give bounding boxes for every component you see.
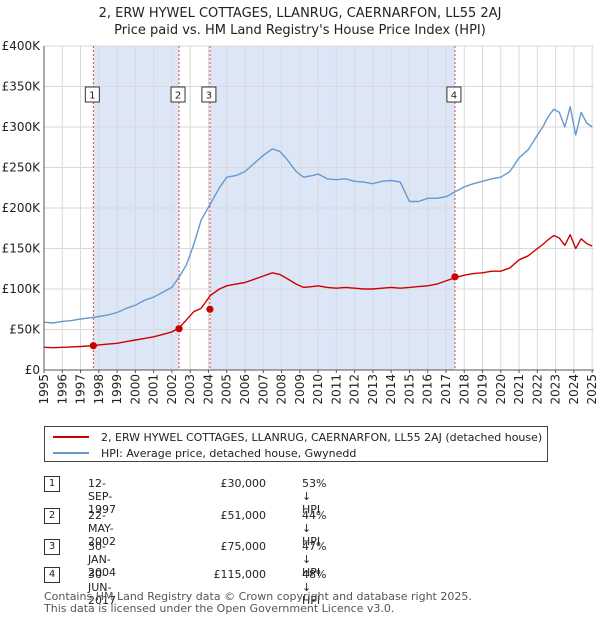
event-marker-box [201, 86, 217, 103]
x-tick-label: 2019 [476, 374, 490, 405]
x-tick-label: 2025 [585, 374, 599, 405]
legend: 2, ERW HYWEL COTTAGES, LLANRUG, CAERNARF… [44, 426, 548, 462]
x-tick-label: 2024 [567, 374, 581, 405]
event-marker-label: 4 [451, 91, 457, 102]
x-tick-label: 2013 [366, 374, 380, 405]
chart-title: 2, ERW HYWEL COTTAGES, LLANRUG, CAERNARF… [98, 6, 502, 21]
x-tick-label: 2012 [348, 374, 362, 405]
x-tick-label: 2020 [494, 374, 508, 405]
x-tick-label: 1998 [92, 374, 106, 405]
x-tick-label: 2018 [457, 374, 471, 405]
x-tick-label: 2015 [402, 374, 416, 405]
x-tick-label: 2021 [512, 374, 526, 405]
x-tick-label: 2009 [293, 374, 307, 405]
y-tick-label: £100K [2, 282, 42, 296]
x-tick-label: 2011 [329, 374, 343, 405]
x-tick-label: 2001 [147, 374, 161, 405]
y-tick-label: £400K [2, 39, 42, 53]
footer-licence: This data is licensed under the Open Gov… [44, 602, 395, 615]
x-tick-label: 2005 [220, 374, 234, 405]
legend-label-hpi: HPI: Average price, detached house, Gwyn… [101, 446, 357, 460]
event-date: 12-SEP-1997 [88, 477, 116, 516]
event-marker-label: 2 [175, 91, 181, 102]
event-hpi-diff: 47% ↓ HPI [302, 540, 327, 579]
x-tick-label: 1997 [74, 374, 88, 405]
x-tick-label: 2006 [238, 374, 252, 405]
x-tick-label: 2022 [530, 374, 544, 405]
y-tick-label: £150K [2, 242, 42, 256]
x-tick-label: 1996 [55, 374, 69, 405]
x-tick-label: 2010 [311, 374, 325, 405]
x-tick-label: 2000 [128, 374, 142, 405]
event-price: £51,000 [220, 509, 267, 522]
price-line [43, 234, 593, 349]
event-marker-box [446, 86, 462, 103]
legend-item-hpi: HPI: Average price, detached house, Gwyn… [53, 445, 356, 461]
event-price: £75,000 [220, 540, 267, 553]
y-tick-label: £0 [25, 363, 40, 377]
y-tick-label: £300K [2, 120, 42, 134]
x-tick-label: 2008 [275, 374, 289, 405]
x-tick-label: 2004 [201, 374, 215, 405]
x-tick-label: 2014 [384, 374, 398, 405]
x-tick-label: 2017 [439, 374, 453, 405]
event-date: 30-JUN-2017 [88, 568, 116, 607]
event-marker-label: 3 [206, 91, 212, 102]
x-tick-label: 2003 [183, 374, 197, 405]
price-chart: 1 2 3 4 £0 £50K £100K £150K £200K £250K £300K £350… [2, 39, 600, 405]
sale-point [89, 342, 97, 350]
y-tick-label: £350K [2, 80, 42, 94]
event-marker-label: 1 [89, 91, 95, 102]
legend-label-price: 2, ERW HYWEL COTTAGES, LLANRUG, CAERNARF… [101, 430, 543, 444]
event-hpi-diff: 48% ↓ HPI [302, 568, 327, 607]
event-date: 30-JAN-2004 [88, 540, 116, 579]
legend-item-price: 2, ERW HYWEL COTTAGES, LLANRUG, CAERNARF… [53, 429, 542, 445]
event-hpi-diff: 53% ↓ HPI [302, 477, 327, 516]
x-tick-label: 2016 [421, 374, 435, 405]
event-price: £115,000 [213, 568, 267, 581]
sale-point [451, 273, 459, 281]
footer-copyright: Contains HM Land Registry data © Crown c… [44, 590, 472, 603]
axes: £0 £50K £100K £150K £200K £250K £300K £350K £400… [2, 39, 600, 405]
y-tick-label: £250K [2, 161, 42, 175]
event-number: 3 [44, 539, 60, 555]
event-labels: 1 2 3 4 [84, 86, 462, 103]
hpi-line [43, 106, 593, 324]
grid-lines [43, 45, 594, 371]
y-tick-label: £200K [2, 201, 42, 215]
sale-point [175, 325, 183, 333]
y-tick-label: £50K [9, 323, 41, 337]
sale-point [206, 305, 214, 313]
x-tick-label: 1995 [37, 374, 51, 405]
x-tick-label: 2002 [165, 374, 179, 405]
event-number: 4 [44, 567, 60, 583]
event-marker-box [170, 86, 186, 103]
event-number: 2 [44, 508, 60, 524]
legend-swatch-hpi [53, 452, 89, 454]
x-tick-label: 2007 [256, 374, 270, 405]
event-date: 22-MAY-2002 [88, 509, 116, 548]
chart-subtitle: Price paid vs. HM Land Registry's House … [114, 23, 486, 38]
sale-points [89, 273, 459, 350]
x-tick-label: 2023 [549, 374, 563, 405]
event-number: 1 [44, 476, 60, 492]
x-tick-label: 1999 [110, 374, 124, 405]
event-price: £30,000 [220, 477, 267, 490]
event-hpi-diff: 44% ↓ HPI [302, 509, 327, 548]
event-marker-box [84, 86, 100, 103]
series-lines [43, 106, 593, 349]
legend-swatch-price [53, 436, 89, 438]
